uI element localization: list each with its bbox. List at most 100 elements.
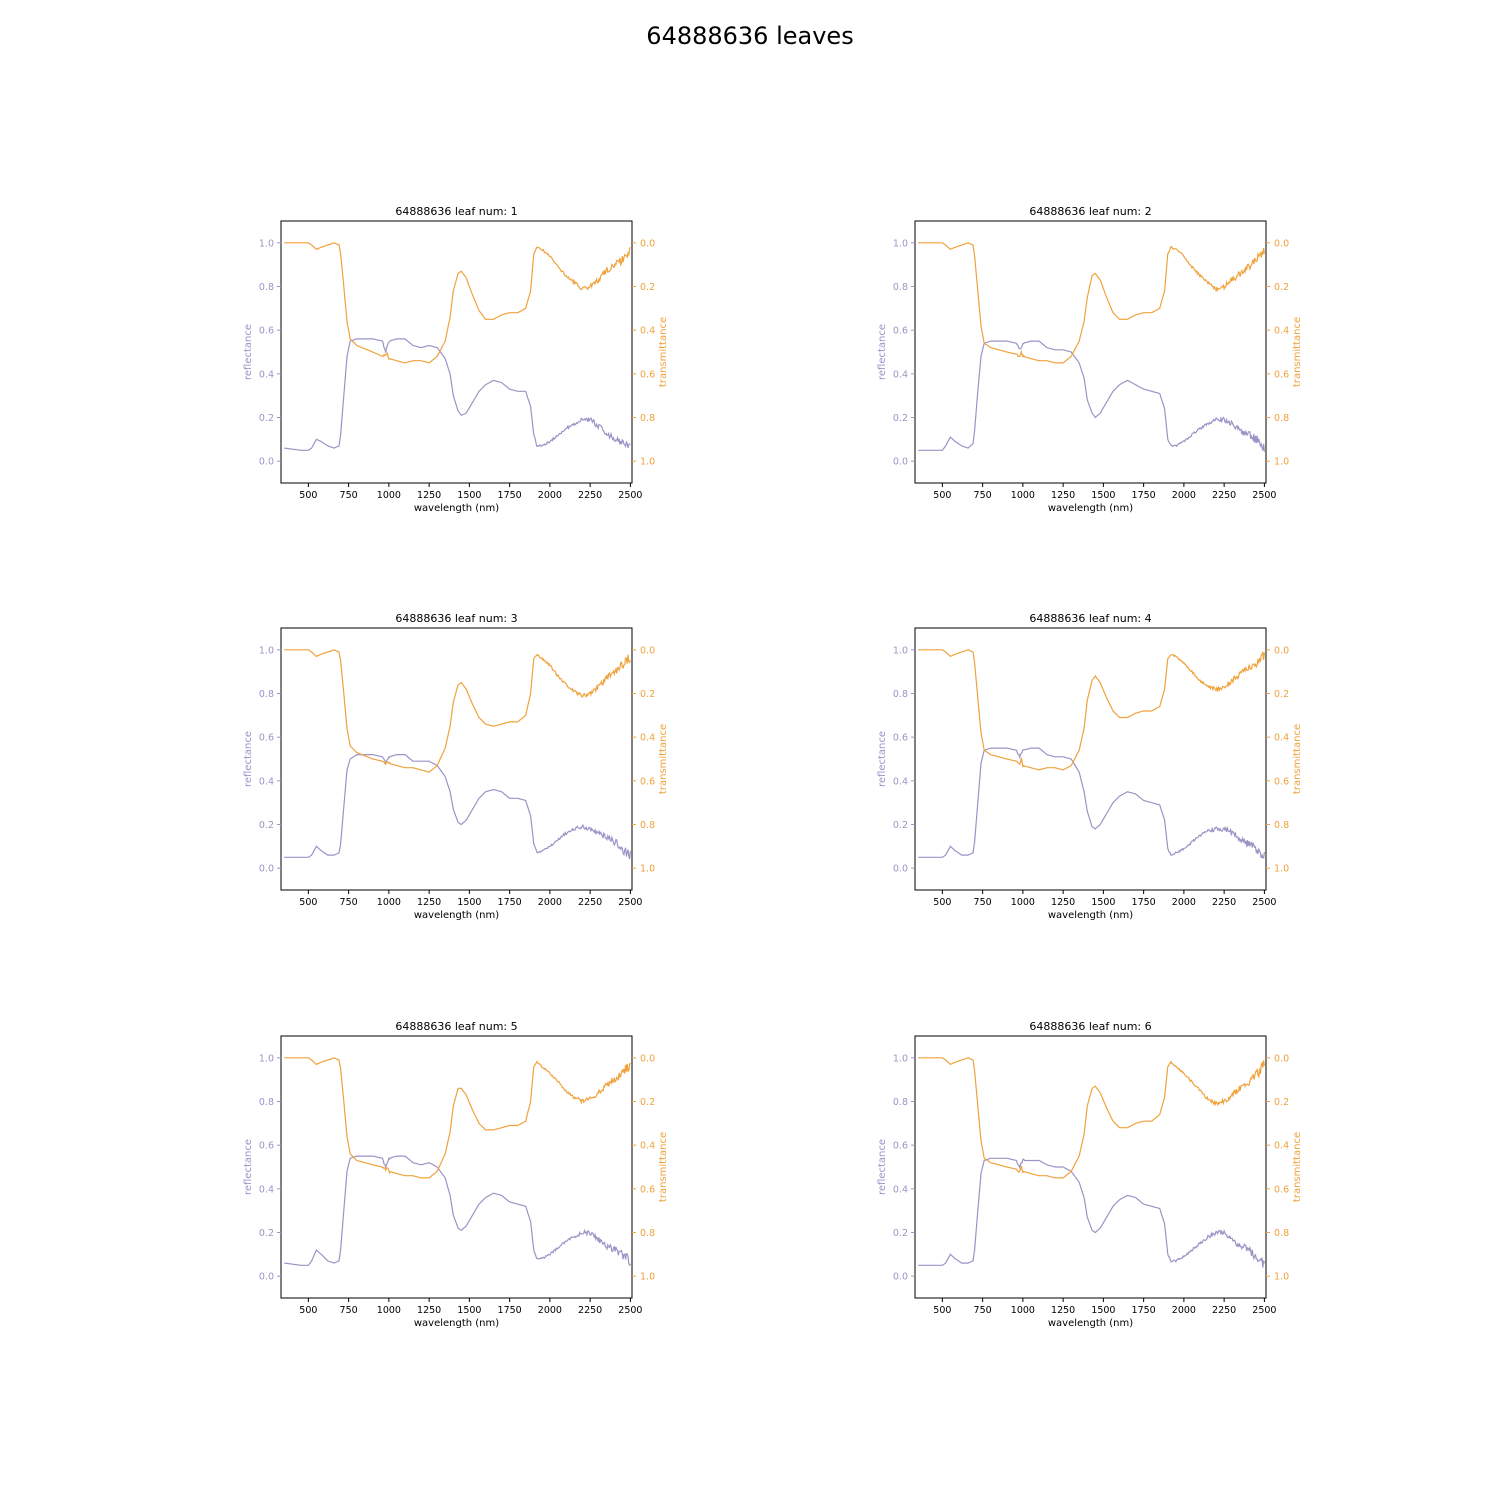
y2-tick-label: 0.2 [1274,1097,1289,1108]
y2-tick-label: 1.0 [640,457,655,468]
chart-panel-5: 64888636 leaf num: 5 500 750 1000 1250 1500 17… [243,1020,669,1329]
series-line-transmittance [918,1057,1265,1179]
chart-title: 64888636 leaf num: 4 [1029,612,1151,625]
x-tick-label: 500 [933,897,951,908]
y-tick-label: 0.2 [259,820,274,831]
x-tick-label: 1750 [498,1305,522,1316]
x-tick-label: 750 [340,897,358,908]
y-tick-label: 0.8 [893,1097,908,1108]
series-line-reflectance [284,754,631,860]
y2-tick-label: 0.4 [640,1141,655,1152]
y-tick-label: 1.0 [259,645,274,656]
plot-frame [914,1035,1267,1299]
chart-panel-1: 64888636 leaf num: 1 500 750 1000 1250 1500 17… [243,205,669,514]
y-axis-label: reflectance [877,1139,888,1195]
y-axis-label: reflectance [243,324,254,380]
x-tick-label: 1000 [1011,1305,1035,1316]
x-tick-label: 1500 [457,490,481,501]
y-tick-label: 0.6 [259,1141,274,1152]
y2-axis-label: transmittance [658,724,669,794]
plot-frame [280,627,633,891]
y2-tick-label: 1.0 [640,1272,655,1283]
y2-tick-label: 0.2 [1274,282,1289,293]
x-tick-label: 750 [974,1305,992,1316]
x-tick-label: 2500 [618,1305,642,1316]
x-tick-label: 750 [974,490,992,501]
x-axis-label: wavelength (nm) [1048,1318,1133,1329]
y-axis-label: reflectance [243,731,254,787]
y2-tick-label: 1.0 [1274,864,1289,875]
y2-axis-label: transmittance [1292,1132,1303,1202]
x-tick-label: 2500 [618,897,642,908]
series-line-reflectance [918,747,1265,859]
x-tick-label: 2250 [578,897,602,908]
series-line-transmittance [284,242,631,364]
series-line-transmittance [918,242,1265,364]
y2-axis-label: transmittance [1292,317,1303,387]
x-tick-label: 1000 [377,897,401,908]
y-tick-label: 1.0 [259,1053,274,1064]
series-line-transmittance [284,1057,631,1179]
y-tick-label: 0.2 [893,413,908,424]
y-tick-label: 0.2 [893,1228,908,1239]
x-tick-label: 1750 [1132,897,1156,908]
chart-panel-2: 64888636 leaf num: 2 500 750 1000 1250 1500 17… [877,205,1303,514]
x-tick-label: 2500 [1252,490,1276,501]
x-tick-label: 1750 [1132,1305,1156,1316]
y-tick-label: 0.2 [893,820,908,831]
x-tick-label: 500 [933,490,951,501]
x-tick-label: 2500 [1252,897,1276,908]
y-tick-label: 0.8 [259,282,274,293]
y2-tick-label: 0.4 [1274,1141,1289,1152]
x-tick-label: 750 [974,897,992,908]
y2-tick-label: 0.0 [1274,238,1289,249]
y2-tick-label: 0.6 [640,369,655,380]
x-tick-label: 1250 [1051,490,1075,501]
x-tick-label: 1500 [1091,897,1115,908]
y-tick-label: 0.4 [893,369,908,380]
y2-tick-label: 0.2 [640,689,655,700]
x-tick-label: 1750 [1132,490,1156,501]
x-tick-label: 1750 [498,490,522,501]
x-tick-label: 2000 [538,1305,562,1316]
y-tick-label: 0.4 [893,776,908,787]
y-tick-label: 0.2 [259,1228,274,1239]
y2-tick-label: 1.0 [1274,457,1289,468]
y2-tick-label: 0.8 [1274,820,1289,831]
x-tick-label: 500 [299,490,317,501]
y-tick-label: 0.6 [259,733,274,744]
y2-tick-label: 0.6 [640,776,655,787]
y2-axis-label: transmittance [1292,724,1303,794]
y-tick-label: 0.8 [893,689,908,700]
series-line-transmittance [284,649,631,773]
y2-tick-label: 0.0 [1274,645,1289,656]
y-tick-label: 0.4 [893,1184,908,1195]
x-tick-label: 2250 [578,1305,602,1316]
chart-title: 64888636 leaf num: 5 [395,1020,517,1033]
x-tick-label: 1250 [417,897,441,908]
chart-title: 64888636 leaf num: 1 [395,205,517,218]
plot-frame [280,220,633,484]
y2-tick-label: 0.2 [640,282,655,293]
x-tick-label: 1000 [377,490,401,501]
plot-frame [914,220,1267,484]
series-line-reflectance [918,1157,1265,1268]
x-tick-label: 750 [340,1305,358,1316]
y2-tick-label: 0.4 [1274,733,1289,744]
y-tick-label: 1.0 [893,645,908,656]
y-tick-label: 0.4 [259,1184,274,1195]
x-tick-label: 500 [299,897,317,908]
y-tick-label: 0.2 [259,413,274,424]
y-tick-label: 0.6 [893,326,908,337]
y-tick-label: 0.8 [259,1097,274,1108]
x-tick-label: 2250 [1212,897,1236,908]
y-tick-label: 0.6 [259,326,274,337]
y2-tick-label: 0.4 [640,326,655,337]
y2-tick-label: 0.2 [640,1097,655,1108]
x-tick-label: 2250 [1212,1305,1236,1316]
y2-tick-label: 0.2 [1274,689,1289,700]
x-tick-label: 1500 [1091,1305,1115,1316]
x-tick-label: 750 [340,490,358,501]
y-tick-label: 0.4 [259,776,274,787]
